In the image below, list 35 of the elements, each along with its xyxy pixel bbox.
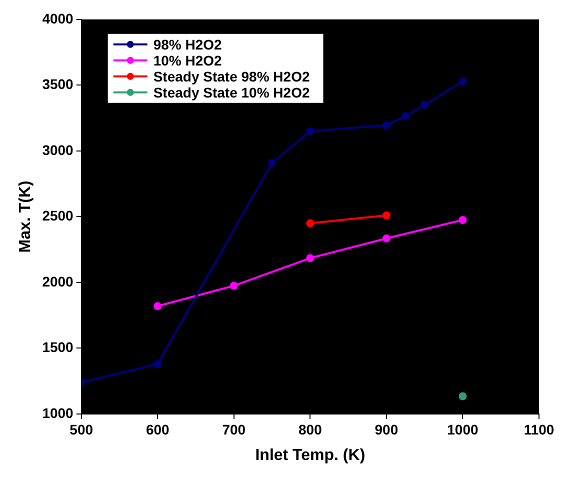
- point: [382, 211, 390, 220]
- point: [268, 158, 276, 167]
- point: [382, 121, 390, 130]
- y-tick-label: 4000: [42, 10, 74, 26]
- y-tick-label: 3000: [42, 142, 74, 158]
- legend-label: 10% H2O2: [153, 52, 222, 68]
- legend-label: Steady State 98% H2O2: [153, 68, 310, 84]
- point: [154, 302, 162, 310]
- y-tick-label: 1500: [42, 339, 74, 356]
- x-tick-label: 900: [374, 421, 398, 438]
- point: [402, 112, 410, 120]
- x-tick-label: 500: [70, 421, 94, 438]
- point: [154, 360, 162, 368]
- point: [420, 100, 429, 109]
- point: [458, 216, 467, 224]
- point: [458, 392, 467, 400]
- point: [382, 234, 390, 242]
- y-tick-label: 2500: [42, 208, 74, 224]
- x-tick-label: 1100: [524, 421, 554, 438]
- x-axis-title: Inlet Temp. (K): [255, 446, 366, 464]
- x-tick-label: 1000: [447, 421, 479, 438]
- point: [306, 127, 314, 136]
- point: [230, 282, 238, 290]
- point: [306, 254, 314, 262]
- legend-label: Steady State 10% H2O2: [153, 84, 310, 100]
- x-tick-label: 700: [222, 421, 246, 438]
- y-tick-label: 3500: [42, 76, 74, 92]
- point: [306, 219, 314, 228]
- point: [458, 77, 467, 86]
- x-tick-label: 800: [298, 421, 322, 438]
- y-tick-label: 1000: [42, 404, 74, 421]
- x-tick-label: 600: [146, 421, 170, 438]
- y-tick-label: 2000: [42, 273, 74, 290]
- legend-label: 98% H2O2: [153, 36, 222, 52]
- y-axis-title: Max. T(K): [17, 180, 34, 253]
